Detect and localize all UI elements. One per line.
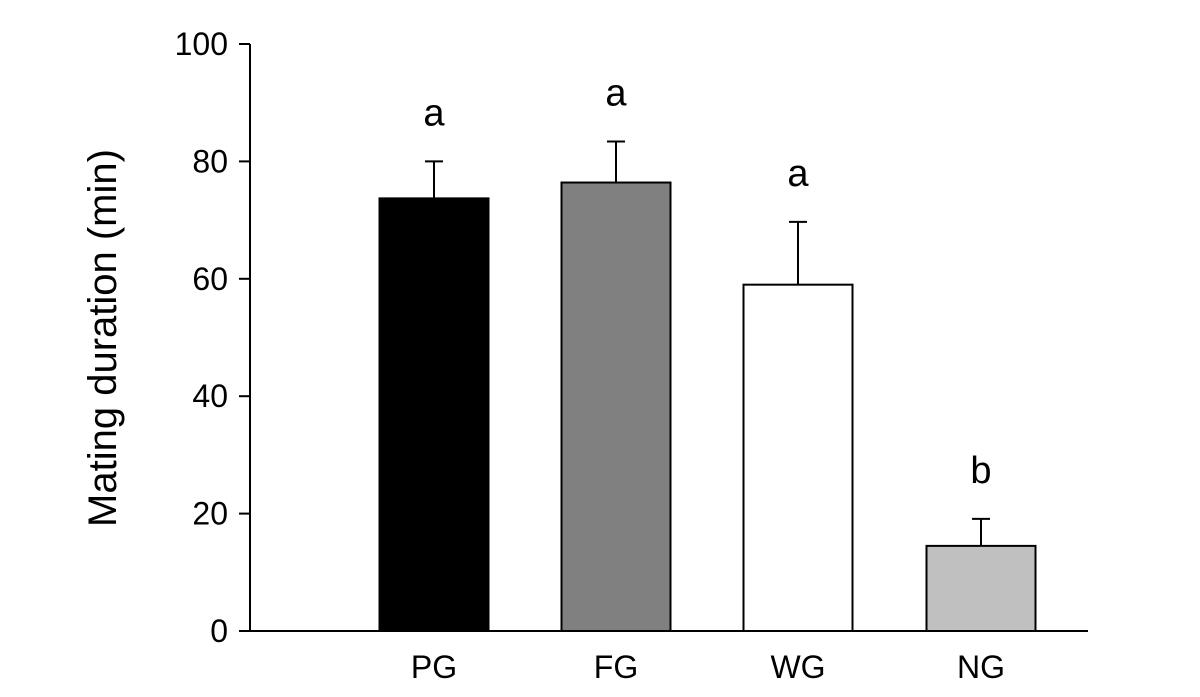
y-tick-label-80: 80 (192, 143, 228, 179)
significance-letter-fg: a (605, 72, 627, 114)
bar-pg (378, 197, 490, 632)
y-tick-label-60: 60 (192, 261, 228, 297)
x-tick-label-fg: FG (594, 649, 638, 685)
x-tick-label-pg: PG (411, 649, 457, 685)
y-axis-title: Mating duration (min) (81, 149, 125, 527)
x-tick-label-ng: NG (957, 649, 1005, 685)
y-tick-label-100: 100 (175, 26, 228, 62)
bars (378, 140, 1037, 633)
y-tick-label-20: 20 (192, 496, 228, 532)
significance-letter-wg: a (787, 153, 809, 195)
significance-letter-ng: b (970, 450, 991, 492)
significance-letter-pg: a (423, 92, 445, 134)
bar-ng (925, 544, 1037, 633)
bar-wg (742, 283, 854, 632)
y-tick-label-40: 40 (192, 378, 228, 414)
bar-fg (560, 181, 672, 632)
labels: 0 20 40 60 80 100 PG a FG a WG a NG b (175, 26, 1005, 685)
x-tick-label-wg: WG (770, 649, 825, 685)
y-tick-label-0: 0 (210, 613, 228, 649)
